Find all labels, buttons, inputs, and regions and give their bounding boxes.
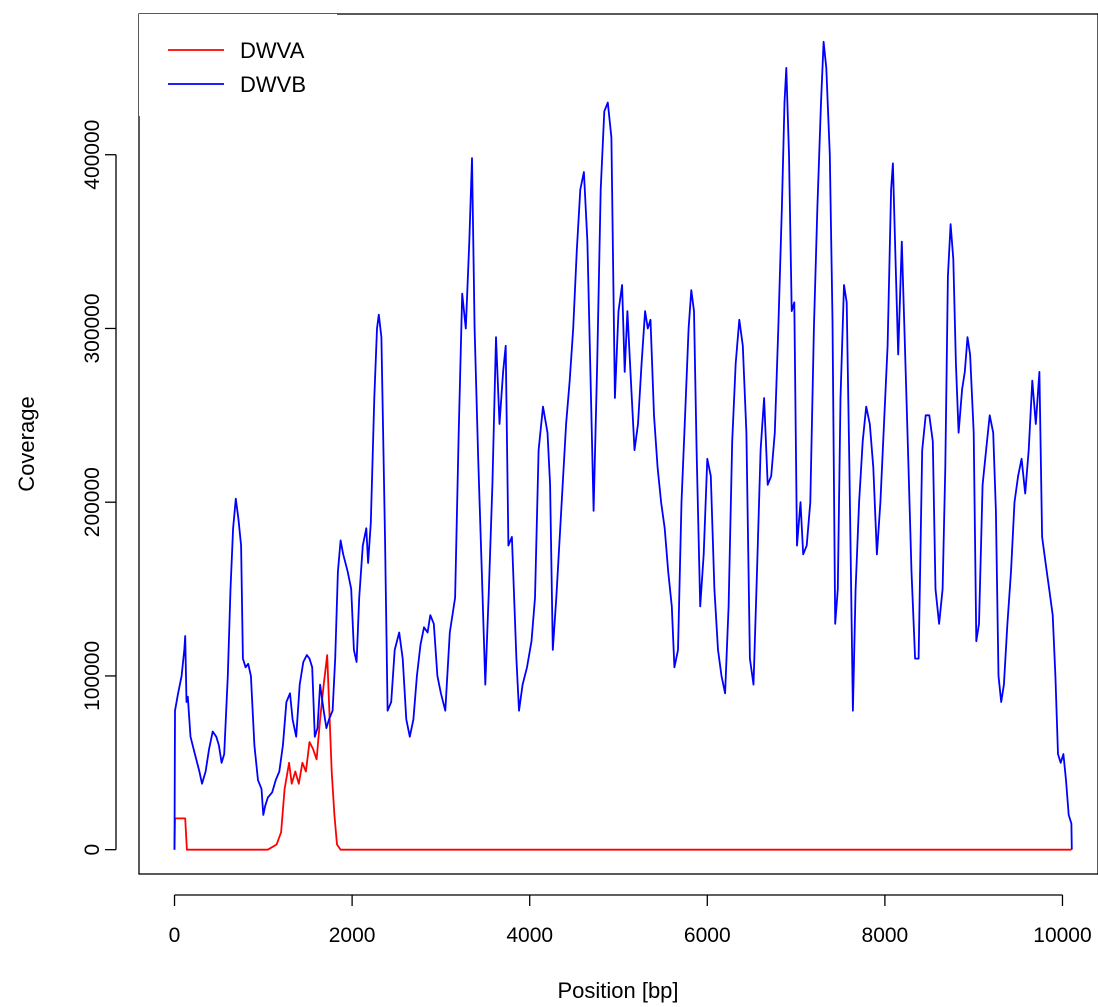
plot-lines [173,40,1073,851]
y-axis: 0 100000 200000 300000 400000 [81,120,117,856]
y-axis-title: Coverage [14,396,39,491]
y-tick-label: 100000 [81,641,104,711]
plot-frame [138,13,1098,875]
y-tick-label: 0 [81,844,104,856]
series-line-dwvb [173,40,1073,850]
legend-label-dwva: DWVA [240,38,305,63]
x-tick-label: 4000 [506,924,553,947]
y-tick-label: 200000 [81,467,104,537]
y-tick-label: 400000 [81,120,104,190]
x-tick-label: 6000 [684,924,731,947]
x-tick-label: 2000 [329,924,376,947]
series-line-dwva [173,654,1072,851]
x-axis: 0 2000 4000 6000 8000 10000 [169,894,1092,947]
legend-label-dwvb: DWVB [240,72,306,97]
x-tick-label: 10000 [1033,924,1091,947]
legend: DWVA DWVB [139,14,337,116]
x-axis-title: Position [bp] [557,978,678,1003]
x-tick-label: 8000 [862,924,909,947]
x-tick-label: 0 [169,924,181,947]
y-tick-label: 300000 [81,293,104,363]
legend-box [139,14,337,116]
